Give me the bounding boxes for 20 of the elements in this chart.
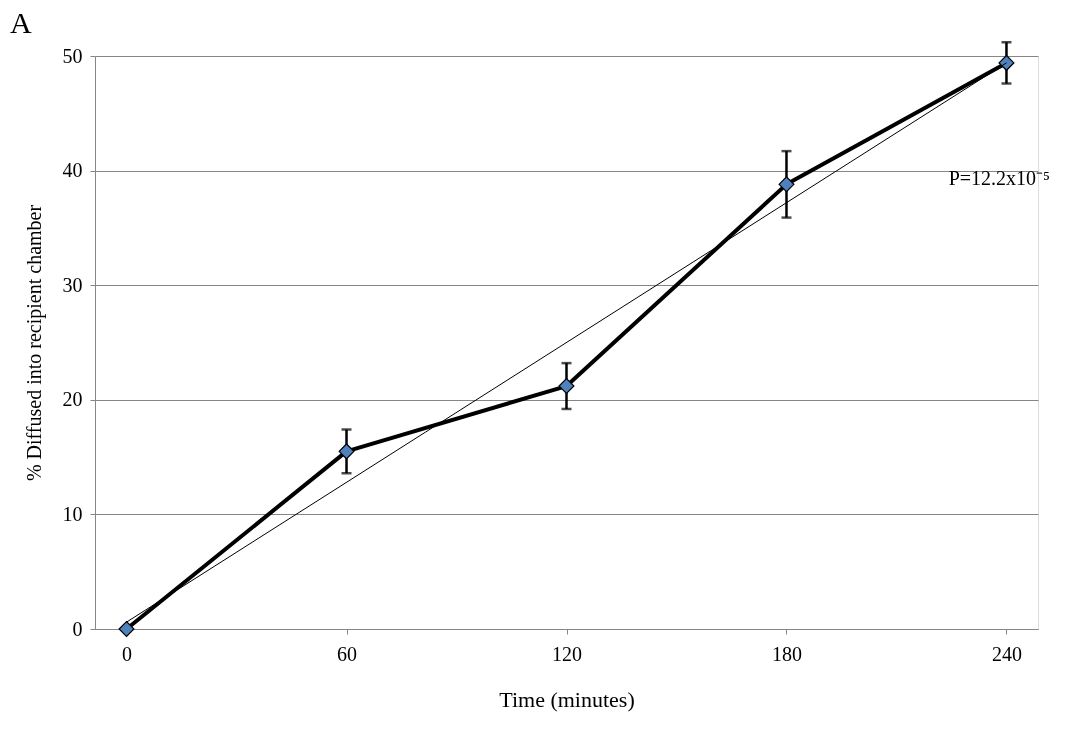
y-tick-label: 10 [62,502,83,525]
point [338,443,355,460]
y-tick-label: 30 [62,273,83,296]
point [118,620,135,638]
point [778,176,795,193]
y-axis-title: % Diffused into recipient chamber [22,204,46,482]
y-tick-label: 20 [62,388,83,411]
x-tick-label: 180 [771,642,802,665]
x-tick-label: 0 [122,642,133,665]
x-tick-label: 240 [991,642,1022,665]
point [998,54,1015,71]
y-tick-label: 50 [62,44,83,67]
chart-title: A [10,6,32,39]
annotation: P=12.2x10⁻⁵ [948,167,1050,190]
y-tick-label: 0 [72,617,83,640]
x-tick-label: 60 [337,642,358,665]
y-tick-label: 40 [62,159,83,182]
point [558,378,575,395]
x-tick-label: 120 [552,642,582,665]
x-axis-title: Time (minutes) [499,686,635,712]
